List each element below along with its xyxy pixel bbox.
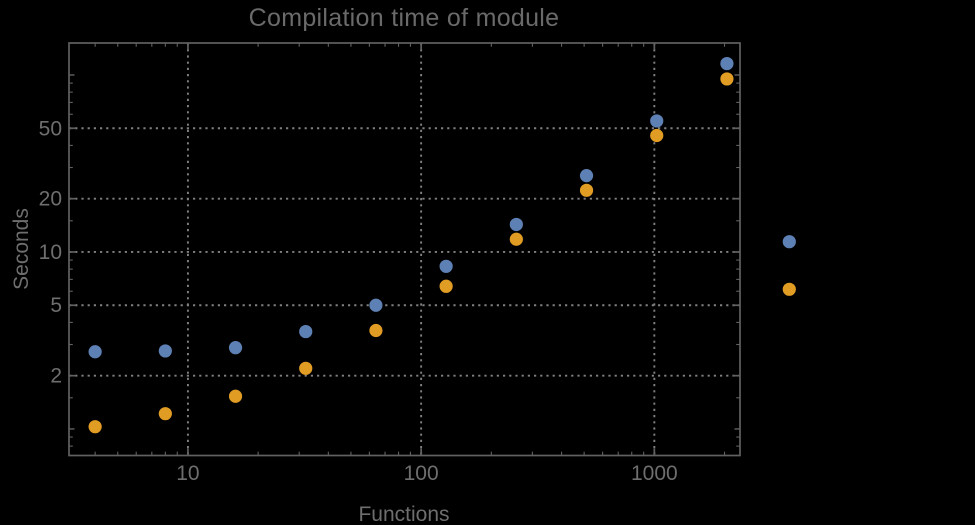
data-point-series-1-blue-x8 xyxy=(158,344,172,358)
data-point-series-2-orange-x512 xyxy=(579,183,594,197)
data-point-series-2-orange-x16 xyxy=(228,389,243,403)
plot-frame xyxy=(68,42,741,457)
data-point-series-1-blue-x64 xyxy=(369,298,383,312)
data-point-series-1-blue-x128 xyxy=(439,259,453,273)
data-point-series-1-blue-x4 xyxy=(88,345,102,359)
chart-title: Compilation time of module xyxy=(249,4,560,32)
data-point-series-1-blue-x256 xyxy=(509,217,523,232)
data-point-series-1-blue-x16 xyxy=(228,341,243,355)
data-point-series-1-blue-x1024 xyxy=(650,114,664,128)
legend-marker-series-2-orange xyxy=(782,282,796,296)
static-labels: Compilation time of module Functions Sec… xyxy=(10,4,559,525)
data-point-series-2-orange-x4 xyxy=(88,420,102,434)
data-point-series-1-blue-x32 xyxy=(299,324,313,339)
x-axis-label: Functions xyxy=(358,503,449,525)
y-axis-label: Seconds xyxy=(10,208,33,290)
data-point-series-2-orange-x32 xyxy=(299,361,313,375)
x-tick-label-100: 100 xyxy=(404,462,439,485)
data-point-series-2-orange-x256 xyxy=(509,232,523,246)
y-tick-label-20: 20 xyxy=(39,188,62,211)
x-tick-label-10: 10 xyxy=(176,462,199,485)
y-tick-label-50: 50 xyxy=(39,117,62,140)
data-point-series-2-orange-x2048 xyxy=(720,72,734,86)
legend-marker-series-1-blue xyxy=(782,235,796,249)
data-point-series-2-orange-x128 xyxy=(439,279,453,293)
data-point-series-2-orange-x8 xyxy=(158,407,172,421)
y-tick-label-2: 2 xyxy=(50,365,62,388)
data-point-series-1-blue-x2048 xyxy=(720,56,734,71)
data-point-series-2-orange-x64 xyxy=(369,323,383,338)
y-tick-label-5: 5 xyxy=(50,294,62,317)
x-tick-label-1000: 1000 xyxy=(631,462,678,485)
data-point-series-1-blue-x512 xyxy=(579,169,594,183)
data-point-series-2-orange-x1024 xyxy=(650,128,664,143)
y-tick-label-10: 10 xyxy=(39,241,62,264)
